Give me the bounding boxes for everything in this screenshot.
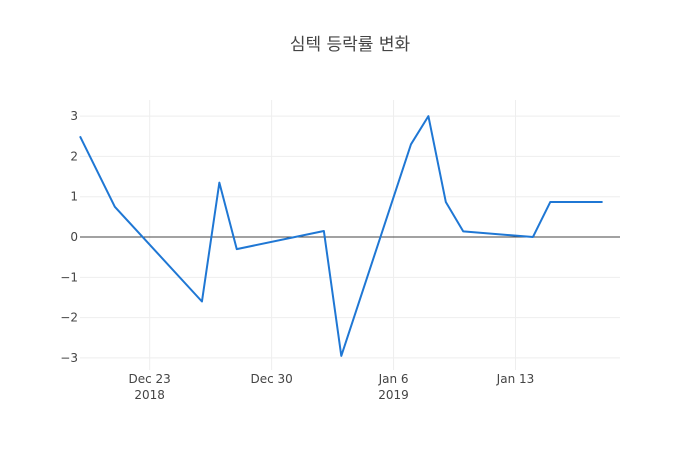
- x-tick-label: Dec 30: [250, 372, 292, 386]
- y-tick-label: 0: [70, 230, 78, 244]
- y-tick-label: −2: [60, 311, 78, 325]
- series-line: [79, 115, 603, 357]
- x-tick-label: Jan 13: [496, 372, 535, 386]
- y-tick-label: −3: [60, 351, 78, 365]
- y-tick-label: 2: [70, 149, 78, 163]
- x-tick-sublabel: 2018: [134, 388, 165, 402]
- grid-layer: [80, 100, 620, 370]
- series-layer: [79, 115, 603, 357]
- y-axis-ticks: −3 −2 −1 0 1 2 3: [60, 109, 78, 365]
- x-axis-ticks: Dec 23 2018 Dec 30 Jan 6 2019 Jan 13: [129, 372, 535, 402]
- y-tick-label: 3: [70, 109, 78, 123]
- chart-title: 심텍 등락률 변화: [290, 35, 411, 55]
- y-tick-label: 1: [70, 190, 78, 204]
- x-tick-sublabel: 2019: [378, 388, 409, 402]
- y-tick-label: −1: [60, 270, 78, 284]
- x-tick-label: Jan 6: [378, 372, 409, 386]
- x-tick-label: Dec 23: [129, 372, 171, 386]
